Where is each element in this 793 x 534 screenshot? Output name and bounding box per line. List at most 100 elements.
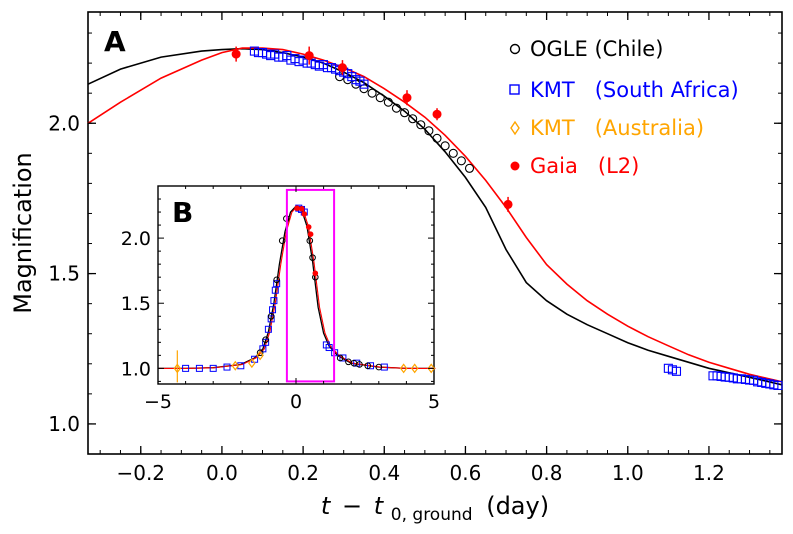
inset-ogle-point xyxy=(375,363,383,371)
ogle-point xyxy=(416,120,426,130)
inset-gaia-point xyxy=(305,224,312,230)
gaia-point xyxy=(337,63,347,73)
x-label-unit: (day) xyxy=(486,492,549,520)
ogle-point xyxy=(432,133,442,143)
main-data-markers xyxy=(231,46,783,390)
ogle-point xyxy=(375,93,385,103)
ogle-point xyxy=(448,148,458,158)
gaia-point xyxy=(231,49,241,59)
inset-kmt-sa-point xyxy=(267,315,275,323)
x-tick-label: 1.0 xyxy=(612,461,644,485)
x-label-subscript: 0, ground xyxy=(391,505,473,525)
panel-label-b: B xyxy=(172,196,193,229)
legend-marker-gaia xyxy=(510,161,520,171)
inset-x-tick-label: 0 xyxy=(290,391,302,413)
inset-ogle-point xyxy=(256,349,264,357)
inset-kmt-au-point xyxy=(399,363,408,374)
x-tick-label: −0.2 xyxy=(116,461,165,485)
ogle-point xyxy=(440,141,450,151)
ogle-point xyxy=(391,103,401,113)
inset-kmt-au-point xyxy=(427,363,435,374)
legend-label-gaia: Gaia (L2) xyxy=(530,154,639,178)
gaia-point xyxy=(503,199,513,209)
main-model-curves xyxy=(87,47,783,386)
gaia-point xyxy=(304,51,314,61)
ogle-point xyxy=(383,97,393,107)
inset-kmt-sa-point xyxy=(367,362,375,370)
y-tick-label: 2.0 xyxy=(48,111,80,135)
inset-ogle-point xyxy=(336,354,344,362)
ogle-point xyxy=(464,163,475,173)
ogle-point xyxy=(400,108,410,118)
inset-ogle-point xyxy=(356,361,363,368)
inset-gaia-point xyxy=(312,270,319,277)
inset-ogle-point xyxy=(267,312,275,320)
inset-kmt-sa-point xyxy=(209,364,217,372)
legend-label-kmt-au: KMT (Australia) xyxy=(530,116,704,140)
inset-kmt-au-point xyxy=(410,363,419,374)
kmt-sa-point xyxy=(671,366,682,376)
inset-gaia-point xyxy=(301,211,308,217)
x-label-t0: t xyxy=(374,492,385,520)
inset-ogle-point xyxy=(306,237,314,245)
x-tick-label: 0.4 xyxy=(368,461,400,485)
x-tick-label: 0.6 xyxy=(450,461,482,485)
inset-ogle-point xyxy=(309,254,316,261)
gaia-point xyxy=(432,109,442,119)
inset-kmt-sa-point xyxy=(270,297,278,305)
legend-marker-ogle xyxy=(509,43,521,55)
inset-kmt-sa-point xyxy=(269,306,277,314)
inset-kmt-sa-point xyxy=(195,364,203,372)
inset-ogle-point xyxy=(278,237,286,245)
legend-label-ogle: OGLE (Chile) xyxy=(530,37,663,61)
inset-kmt-au-point xyxy=(231,360,240,371)
model-curve-gaia xyxy=(87,47,783,383)
inset-kmt-sa-point xyxy=(264,325,272,333)
inset-zoom-box xyxy=(285,188,336,383)
x-tick-label: 0.0 xyxy=(206,461,238,485)
inset-y-tick-label: 1.5 xyxy=(121,293,151,315)
inset-gaia-point xyxy=(307,231,314,237)
inset-y-tick-label: 2.0 xyxy=(121,228,151,250)
inset-kmt-sa-point xyxy=(182,364,190,372)
panel-label-a: A xyxy=(104,25,126,58)
x-tick-label: 1.2 xyxy=(693,461,725,485)
inset-kmt-sa-point xyxy=(262,338,270,346)
legend: OGLE (Chile) KMT (South Africa) KMT (Aus… xyxy=(509,37,739,178)
inset-ogle-point xyxy=(273,276,280,284)
inset-gaia-point xyxy=(298,205,305,212)
inset-ogle-point xyxy=(262,336,269,344)
inset-content xyxy=(158,188,436,383)
main-axis-ticks: −0.2 0.0 0.2 0.4 0.6 0.8 1.0 1.2 1.0 1.5 2.0 xyxy=(48,12,782,485)
inset-kmt-au-point xyxy=(248,358,256,369)
inset-x-tick-label: −5 xyxy=(144,391,172,413)
inset-kmt-sa-point xyxy=(223,363,231,371)
main-plot-frame xyxy=(87,11,783,455)
legend-marker-kmt-au xyxy=(510,120,520,136)
inset-kmt-au-point xyxy=(256,350,264,361)
legend-marker-kmt-sa xyxy=(509,84,520,95)
kmt-sa-point xyxy=(773,380,783,390)
inset-kmt-sa-point xyxy=(339,354,347,362)
x-tick-label: 0.2 xyxy=(287,461,319,485)
inset-ogle-point xyxy=(364,362,372,370)
inset-y-tick-label: 1.0 xyxy=(121,358,151,380)
inset-kmt-sa-point xyxy=(325,344,333,352)
inset-plot-frame xyxy=(157,185,435,385)
ogle-point xyxy=(367,88,377,98)
inset-kmt-sa-point xyxy=(271,286,279,294)
legend-label-kmt-sa: KMT (South Africa) xyxy=(530,78,739,102)
ogle-point xyxy=(456,156,466,166)
inset-kmt-sa-point xyxy=(273,280,281,288)
y-tick-label: 1.5 xyxy=(48,262,80,286)
x-label-t: t xyxy=(321,492,332,520)
x-axis-label: t − t 0, ground (day) xyxy=(321,492,549,526)
inset-kmt-au-point xyxy=(173,363,182,374)
inset-x-tick-label: 5 xyxy=(428,391,440,413)
inset-axis-ticks: −5 0 5 1.0 1.5 2.0 xyxy=(121,186,440,413)
x-label-minus: − xyxy=(342,492,362,520)
inset-gaia-point xyxy=(294,205,300,211)
y-tick-label: 1.0 xyxy=(48,412,80,436)
ogle-point xyxy=(408,114,418,124)
